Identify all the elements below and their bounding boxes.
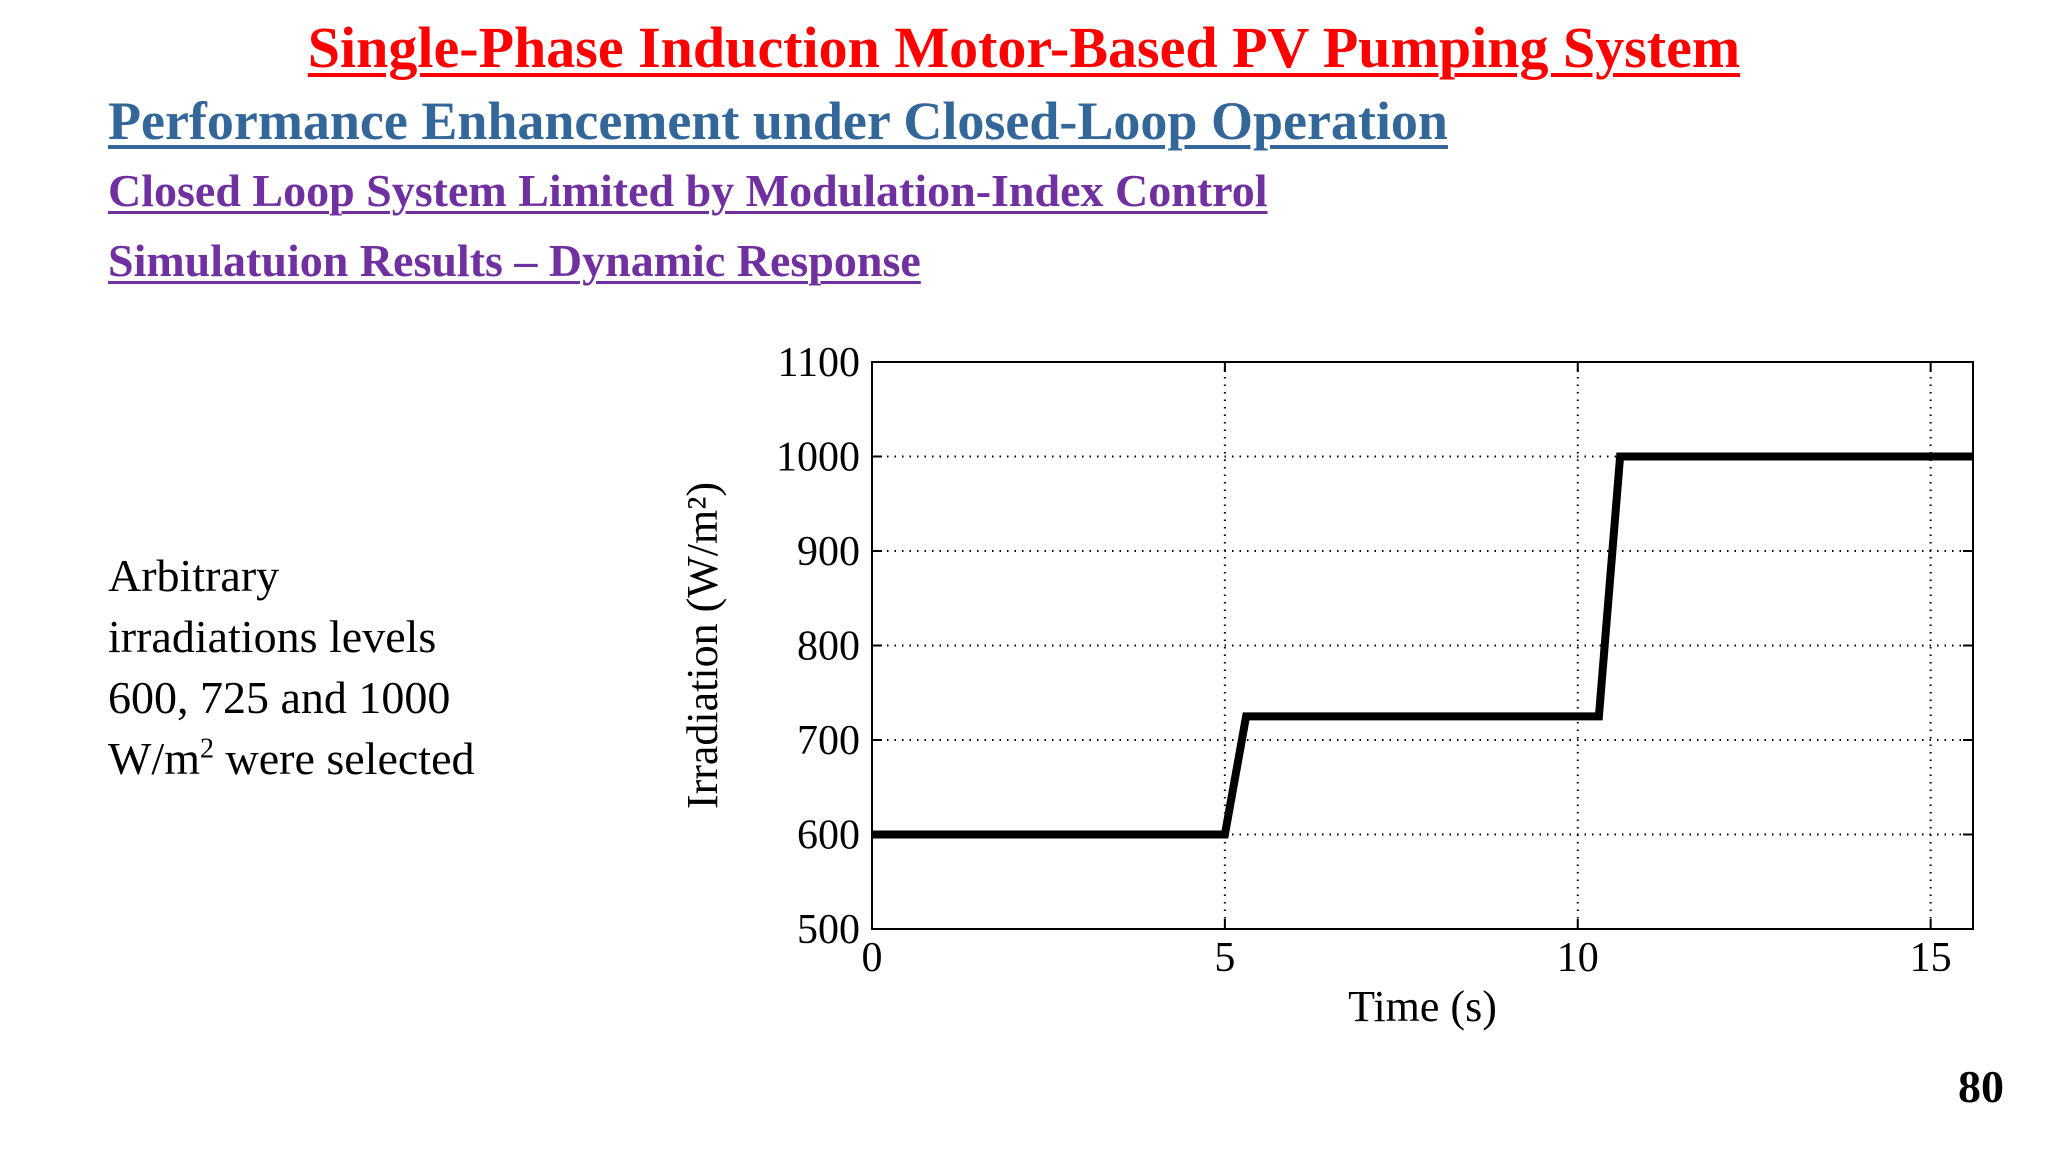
x-tick-label: 15 (1910, 935, 1952, 981)
y-axis-label: Irradiation (W/m²) (678, 482, 727, 809)
page-number: 80 (1958, 1061, 2004, 1112)
x-tick-label: 10 (1557, 935, 1599, 981)
results-heading: Simulatuion Results – Dynamic Response (108, 235, 921, 286)
description-text: Arbitrary irradiations levels 600, 725 a… (108, 545, 568, 789)
y-tick-label: 500 (797, 907, 860, 953)
y-tick-label: 900 (797, 529, 860, 575)
y-tick-label: 700 (797, 718, 860, 764)
slide-title: Single-Phase Induction Motor-Based PV Pu… (307, 15, 1741, 80)
description-line: 600, 725 and 1000 (108, 672, 451, 723)
description-line: W/m2 were selected (108, 728, 568, 789)
y-tick-label: 1100 (778, 340, 860, 386)
description-tail: were selected (213, 733, 475, 784)
unit-text: W/m (108, 733, 200, 784)
slide-subtitle: Performance Enhancement under Closed-Loo… (108, 91, 1448, 151)
data-series-line (872, 452, 1973, 839)
y-tick-label: 800 (797, 624, 860, 670)
description-line: irradiations levels (108, 611, 437, 662)
unit-exponent: 2 (199, 733, 214, 765)
y-tick-label: 600 (797, 813, 860, 859)
y-tick-label: 1000 (776, 435, 860, 481)
x-axis-label: Time (s) (1348, 982, 1497, 1031)
description-line: Arbitrary (108, 550, 280, 601)
x-tick-label: 0 (862, 935, 883, 981)
section-heading: Closed Loop System Limited by Modulation… (108, 165, 1268, 216)
x-tick-label: 5 (1214, 935, 1235, 981)
